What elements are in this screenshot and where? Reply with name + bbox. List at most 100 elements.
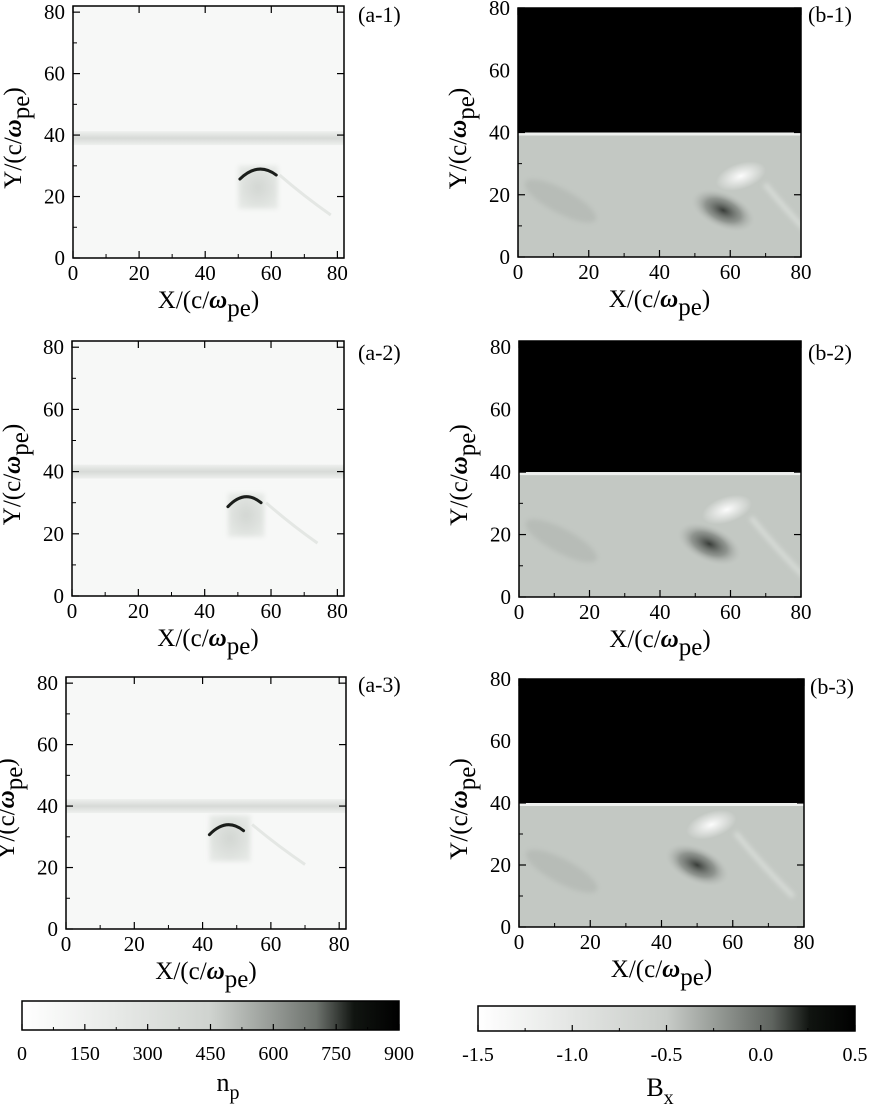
panel-tag: (b-1) xyxy=(808,2,852,27)
x-tick-label: 80 xyxy=(329,932,350,956)
y-tick-label: 0 xyxy=(48,917,59,941)
x-axis-label: X/(c/ωpe) xyxy=(155,958,256,993)
x-tick-label: 40 xyxy=(192,932,213,956)
x-tick-label: 0 xyxy=(514,930,525,954)
field-image xyxy=(72,341,344,596)
x-tick-label: 20 xyxy=(124,932,145,956)
panel-tag: (a-2) xyxy=(358,340,401,365)
field-depression xyxy=(665,843,730,887)
colorbar-tick-label: 0.0 xyxy=(748,1044,773,1066)
field-depression xyxy=(677,522,742,566)
x-tick-label: 0 xyxy=(67,599,78,623)
panel-tag: (b-2) xyxy=(808,340,852,365)
x-tick-label: 0 xyxy=(514,600,525,624)
interface-highlight xyxy=(519,803,804,806)
wave-feature xyxy=(524,179,597,223)
colorbar-tick-label: 0 xyxy=(17,1043,27,1065)
y-tick-label: 80 xyxy=(44,0,65,24)
panel-tag: (a-1) xyxy=(358,2,401,27)
y-tick-label: 20 xyxy=(489,183,510,207)
upper-field-region xyxy=(518,8,801,133)
y-tick-label: 80 xyxy=(489,0,510,20)
plot-frame xyxy=(71,340,345,597)
y-tick-label: 40 xyxy=(490,791,511,815)
y-tick-label: 20 xyxy=(490,523,511,547)
wake-streak xyxy=(749,516,801,578)
panel-b-2: 0 20 40 60 80 0 20 40 60 80 X/(c/ωpe) Y/(c/ωpe) (b-2… xyxy=(446,335,852,661)
colorbar-tick-label: 0.5 xyxy=(843,1044,868,1066)
y-tick-label: 60 xyxy=(44,62,65,86)
x-tick-label: 60 xyxy=(720,600,741,624)
y-tick-label: 20 xyxy=(44,185,65,209)
plot-frame xyxy=(65,676,347,930)
panel-tag: (a-3) xyxy=(358,672,401,697)
x-tick-label: 80 xyxy=(791,260,812,284)
panel-a-3: 0 20 40 60 80 0 20 40 60 80 X/(c/ωpe) Y/(c/ωpe) (a-3… xyxy=(0,671,401,993)
colorbar-tick-label: 900 xyxy=(384,1043,414,1065)
x-tick-label: 20 xyxy=(579,600,600,624)
x-tick-label: 80 xyxy=(327,599,348,623)
x-tick-label: 20 xyxy=(128,599,149,623)
y-tick-label: 20 xyxy=(43,522,64,546)
y-axis-label: Y/(c/ωpe) xyxy=(0,87,35,188)
boundary-band xyxy=(66,799,346,814)
compressed-front xyxy=(207,823,246,837)
compressed-front xyxy=(238,167,278,181)
colorbar-np: 0 150 300 450 600 750 900 np xyxy=(17,1000,414,1104)
y-tick-label: 20 xyxy=(37,856,58,880)
wake-streak xyxy=(762,182,801,230)
x-tick-label: 40 xyxy=(651,930,672,954)
y-tick-label: 80 xyxy=(37,671,58,695)
x-axis-label: X/(c/ωpe) xyxy=(157,625,258,660)
x-tick-label: 80 xyxy=(791,600,812,624)
interface-highlight xyxy=(518,132,801,136)
x-tick-label: 0 xyxy=(61,932,72,956)
x-axis-label: X/(c/ωpe) xyxy=(609,286,710,321)
colorbar-tick-label: 300 xyxy=(133,1043,163,1065)
panel-b-1: 0 20 40 60 80 0 20 40 60 80 X/(c/ωpe) Y/(c/ωpe) (b-1… xyxy=(445,0,852,321)
bright-arc xyxy=(701,494,753,525)
x-tick-label: 60 xyxy=(261,599,282,623)
x-tick-label: 60 xyxy=(261,261,282,285)
x-axis-label: X/(c/ωpe) xyxy=(158,287,259,322)
x-tick-label: 40 xyxy=(194,599,215,623)
colorbar-layer: 0 150 300 450 600 750 900 np -1.5 -1.0 -0.5 0.0 0.5 B… xyxy=(17,1000,868,1109)
bright-arc xyxy=(715,161,766,191)
panel-a-1: 0 20 40 60 80 0 20 40 60 80 X/(c/ωpe) Y/(c/ωpe) (a-1… xyxy=(0,0,401,322)
x-tick-label: 40 xyxy=(650,600,671,624)
x-tick-label: 20 xyxy=(578,260,599,284)
wave-feature xyxy=(525,519,598,563)
colorbar-tick-label: 750 xyxy=(321,1043,351,1065)
field-image xyxy=(66,677,346,929)
colorbar-tick-label: 600 xyxy=(258,1043,288,1065)
y-tick-label: 60 xyxy=(489,58,510,82)
plasma-cloud xyxy=(209,815,251,862)
y-tick-label: 80 xyxy=(490,667,511,691)
y-tick-label: 40 xyxy=(44,123,65,147)
wake-streak xyxy=(278,173,332,217)
colorbar-tick-label: -1.5 xyxy=(462,1044,494,1066)
x-tick-label: 0 xyxy=(513,260,524,284)
y-axis-label: Y/(c/ωpe) xyxy=(446,424,481,525)
upper-field-region xyxy=(519,679,804,803)
boundary-band xyxy=(73,131,344,146)
bright-arc xyxy=(686,809,737,840)
colorbar-bx: -1.5 -1.0 -0.5 0.0 0.5 Bx xyxy=(462,1005,868,1109)
panel-tag: (b-3) xyxy=(810,674,854,699)
x-axis-label: X/(c/ωpe) xyxy=(609,626,710,661)
compressed-front xyxy=(226,495,263,509)
y-tick-label: 0 xyxy=(55,246,66,270)
colorbar-tick-label: -0.5 xyxy=(651,1044,683,1066)
wake-streak xyxy=(251,823,306,866)
x-tick-label: 60 xyxy=(722,930,743,954)
field-image xyxy=(519,679,804,927)
y-tick-label: 80 xyxy=(490,335,511,359)
upper-field-region xyxy=(519,341,801,473)
y-tick-label: 40 xyxy=(43,460,64,484)
field-image xyxy=(73,6,344,258)
x-tick-label: 0 xyxy=(68,261,79,285)
y-tick-label: 40 xyxy=(490,460,511,484)
y-tick-label: 40 xyxy=(489,121,510,145)
field-depression xyxy=(691,188,756,232)
wake-streak xyxy=(733,831,796,899)
